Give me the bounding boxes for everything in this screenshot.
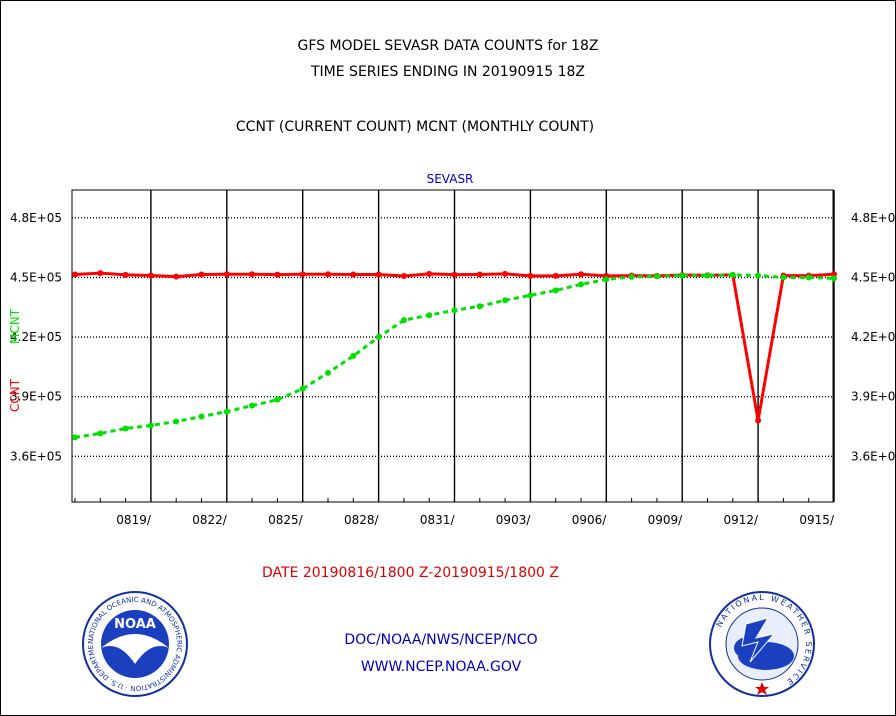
x-tick-label: 0915/ — [799, 513, 835, 527]
data-point-mcnt — [755, 272, 762, 279]
data-point-mcnt — [122, 425, 129, 432]
x-tick-label: 0903/ — [496, 513, 532, 527]
data-point-ccnt — [97, 270, 104, 277]
noaa-logo: NOAA NATIONAL OCEANIC AND ATMOSPHERIC AD… — [81, 590, 188, 697]
data-point-mcnt — [72, 434, 78, 441]
data-point-mcnt — [831, 275, 837, 282]
data-point-mcnt — [350, 352, 357, 359]
data-point-mcnt — [527, 292, 534, 299]
data-point-mcnt — [780, 274, 787, 281]
data-point-mcnt — [451, 307, 458, 314]
org-label: DOC/NOAA/NWS/NCEP/NCO — [344, 632, 538, 648]
data-point-ccnt — [223, 271, 230, 278]
data-point-ccnt — [552, 272, 559, 279]
data-point-ccnt — [198, 271, 205, 278]
data-point-ccnt — [476, 271, 483, 278]
data-point-ccnt — [299, 271, 306, 278]
y-tick-label-right: 3.6E+05 — [851, 449, 896, 463]
chart-subtitle: CCNT (CURRENT COUNT) MCNT (MONTHLY COUNT… — [235, 119, 595, 135]
x-tick-label: 0906/ — [572, 513, 608, 527]
data-point-mcnt — [653, 273, 660, 280]
data-point-ccnt — [274, 271, 281, 278]
y-tick-label-left: 4.2E+05 — [10, 330, 62, 344]
nws-logo: NATIONAL WEATHER SERVICE — [709, 591, 815, 697]
data-point-mcnt — [249, 402, 256, 409]
data-point-ccnt — [325, 271, 331, 278]
x-tick-label: 0825/ — [268, 513, 304, 527]
series-layer — [72, 270, 837, 441]
y-tick-label-left: 3.9E+05 — [10, 390, 62, 404]
date-range-label: DATE 20190816/1800 Z-20190915/1800 Z — [262, 565, 559, 581]
y-axis-label-mcnt: MCNT — [8, 308, 22, 344]
x-tick-label: 0819/ — [116, 513, 152, 527]
data-point-ccnt — [350, 271, 357, 278]
data-point-mcnt — [400, 317, 407, 324]
x-tick-label: 0822/ — [192, 513, 228, 527]
data-point-mcnt — [325, 369, 331, 376]
data-point-mcnt — [603, 276, 610, 283]
y-tick-label-right: 4.8E+05 — [851, 211, 896, 225]
noaa-logo-text: NOAA — [114, 617, 156, 632]
data-point-ccnt — [831, 271, 837, 278]
chart-title-line1: GFS MODEL SEVASR DATA COUNTS for 18Z — [297, 38, 599, 54]
data-point-mcnt — [198, 413, 205, 420]
data-point-ccnt — [578, 271, 584, 278]
y-tick-label-right: 3.9E+05 — [851, 390, 896, 404]
data-point-mcnt — [552, 287, 559, 294]
data-point-mcnt — [679, 272, 686, 279]
data-point-mcnt — [628, 273, 635, 280]
data-point-mcnt — [375, 334, 382, 341]
data-point-ccnt — [249, 271, 256, 278]
y-tick-label-left: 4.8E+05 — [10, 211, 62, 225]
x-tick-label: 0909/ — [648, 513, 684, 527]
data-point-ccnt — [755, 417, 762, 424]
grid-layer — [72, 190, 835, 502]
data-point-mcnt — [729, 271, 736, 278]
data-point-mcnt — [805, 274, 812, 281]
data-point-mcnt — [173, 418, 180, 425]
y-tick-label-right: 4.2E+05 — [851, 330, 896, 344]
data-point-ccnt — [527, 272, 534, 279]
data-point-mcnt — [274, 396, 281, 403]
data-point-mcnt — [426, 312, 433, 319]
data-point-ccnt — [122, 271, 129, 278]
data-point-mcnt — [97, 430, 104, 437]
data-point-mcnt — [299, 385, 306, 392]
data-point-ccnt — [502, 270, 509, 277]
data-point-ccnt — [400, 273, 407, 280]
y-tick-label-right: 4.5E+05 — [851, 270, 896, 284]
y-tick-label-left: 4.5E+05 — [10, 270, 62, 284]
data-point-ccnt — [173, 273, 180, 280]
data-point-mcnt — [476, 303, 483, 310]
chart-title-line2: TIME SERIES ENDING IN 20190915 18Z — [311, 64, 585, 80]
data-point-mcnt — [223, 408, 230, 415]
x-tick-label: 0912/ — [724, 513, 760, 527]
y-tick-label-left: 3.6E+05 — [10, 449, 62, 463]
panel-label: SEVASR — [426, 172, 474, 186]
data-point-ccnt — [147, 272, 154, 279]
data-point-ccnt — [375, 271, 382, 278]
y-axis-label-ccnt: CCNT — [8, 378, 22, 412]
data-point-mcnt — [704, 272, 711, 279]
data-point-mcnt — [578, 281, 584, 288]
plot-area — [71, 189, 834, 503]
x-tick-label: 0831/ — [420, 513, 456, 527]
x-tick-label: 0828/ — [344, 513, 380, 527]
data-point-mcnt — [502, 297, 509, 304]
data-point-ccnt — [426, 270, 433, 277]
data-point-ccnt — [451, 271, 458, 278]
tick-layer: 4.8E+05 4.8E+05 4.5E+05 4.5E+05 4.2E+05 4.2E+… — [10, 211, 896, 527]
data-point-mcnt — [147, 422, 154, 429]
data-point-ccnt — [72, 271, 78, 278]
website-link[interactable]: WWW.NCEP.NOAA.GOV — [360, 659, 522, 675]
